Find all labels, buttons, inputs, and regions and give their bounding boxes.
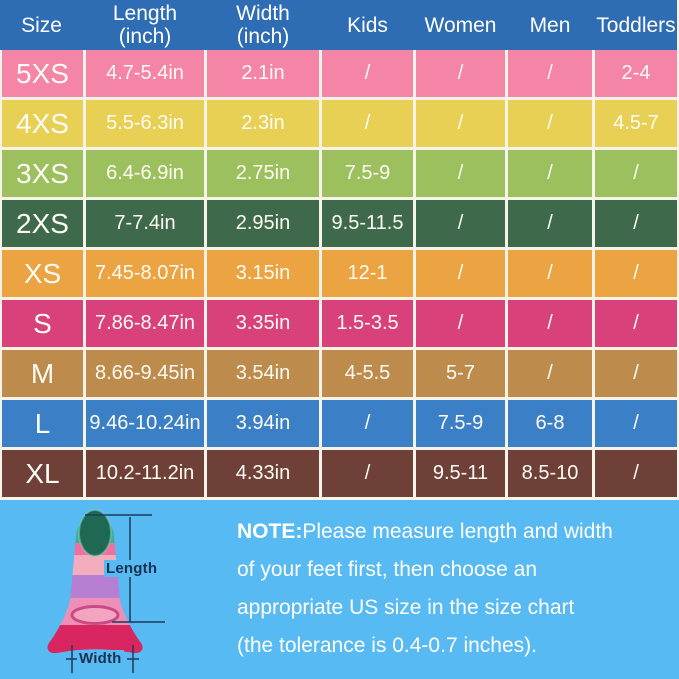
table-row: XL 10.2-11.2in 4.33in/9.5-11 8.5-10/ bbox=[0, 450, 679, 500]
table-row: S 7.86-8.47in 3.35in 1.5-3.5// / bbox=[0, 300, 679, 350]
table-row: M 8.66-9.45in 3.54in 4-5.5 5-7// bbox=[0, 350, 679, 400]
value-cell: 7.45-8.07in bbox=[86, 250, 207, 300]
column-header: Men bbox=[529, 13, 571, 37]
column-header: Toddlers bbox=[595, 0, 679, 50]
table-row: L 9.46-10.24in 3.94in/7.5-9 6-8/ bbox=[0, 400, 679, 450]
size-table-body: 5XS 4.7-5.4in 2.1in / //2-4 4XS 5.5-6.3in 2.3in… bbox=[0, 50, 679, 500]
value-cell: / bbox=[595, 400, 679, 450]
value-cell: 9.46-10.24in bbox=[86, 400, 207, 450]
size-cell: M bbox=[0, 350, 86, 400]
size-cell: 2XS bbox=[0, 200, 86, 250]
value-cell: / bbox=[508, 50, 595, 100]
value-cell: 7.5-9 bbox=[416, 400, 508, 450]
size-cell: 3XS bbox=[0, 150, 86, 200]
value-cell: 5.5-6.3in bbox=[86, 100, 207, 150]
value-cell: / bbox=[416, 100, 508, 150]
value-cell: / bbox=[508, 350, 595, 400]
value-cell: / bbox=[416, 300, 508, 350]
value-cell: 2.75in bbox=[207, 150, 322, 200]
note-line: of your feet first, then choose an bbox=[237, 558, 538, 581]
value-cell: / bbox=[416, 150, 508, 200]
table-row: 3XS 6.4-6.9in 2.75in 7.5-9// / bbox=[0, 150, 679, 200]
note-line: appropriate US size in the size chart bbox=[237, 596, 575, 619]
value-cell: 12-1 bbox=[322, 250, 416, 300]
value-cell: / bbox=[416, 200, 508, 250]
swim-fin-icon bbox=[47, 509, 143, 654]
bottom-section: Length Width NOTE:Please measure length … bbox=[0, 500, 679, 679]
value-cell: / bbox=[416, 50, 508, 100]
value-cell: / bbox=[508, 250, 595, 300]
value-cell: 4.5-7 bbox=[595, 100, 679, 150]
size-cell: L bbox=[0, 400, 86, 450]
value-cell: 8.66-9.45in bbox=[86, 350, 207, 400]
value-cell: 4.33in bbox=[207, 450, 322, 500]
value-cell: 9.5-11 bbox=[416, 450, 508, 500]
size-cell: S bbox=[0, 300, 86, 350]
value-cell: 3.94in bbox=[207, 400, 322, 450]
value-cell: 7.86-8.47in bbox=[86, 300, 207, 350]
table-row: 5XS 4.7-5.4in 2.1in / //2-4 bbox=[0, 50, 679, 100]
value-cell: 3.54in bbox=[207, 350, 322, 400]
table-row: 2XS 7-7.4in 2.95in 9.5-11.5// / bbox=[0, 200, 679, 250]
value-cell: / bbox=[508, 150, 595, 200]
value-cell: / bbox=[595, 450, 679, 500]
value-cell: / bbox=[508, 100, 595, 150]
value-cell: 6-8 bbox=[508, 400, 595, 450]
value-cell: / bbox=[595, 200, 679, 250]
note-text: NOTE:Please measure length and width of … bbox=[237, 513, 657, 665]
value-cell: 7.5-9 bbox=[322, 150, 416, 200]
column-header: Size bbox=[21, 13, 62, 37]
column-header: Kids bbox=[347, 13, 388, 37]
value-cell: 7-7.4in bbox=[86, 200, 207, 250]
value-cell: / bbox=[595, 150, 679, 200]
value-cell: / bbox=[595, 350, 679, 400]
length-label: Length bbox=[104, 560, 160, 577]
note-label: NOTE: bbox=[237, 520, 303, 543]
value-cell: 8.5-10 bbox=[508, 450, 595, 500]
size-cell: XL bbox=[0, 450, 86, 500]
value-cell: 2-4 bbox=[595, 50, 679, 100]
value-cell: 2.3in bbox=[207, 100, 322, 150]
value-cell: / bbox=[595, 300, 679, 350]
note-line: NOTE:Please measure length and width bbox=[237, 520, 613, 543]
value-cell: 4-5.5 bbox=[322, 350, 416, 400]
value-cell: 2.1in bbox=[207, 50, 322, 100]
value-cell: / bbox=[322, 400, 416, 450]
column-header: Women bbox=[424, 13, 497, 37]
value-cell: 1.5-3.5 bbox=[322, 300, 416, 350]
value-cell: / bbox=[322, 100, 416, 150]
value-cell: 9.5-11.5 bbox=[322, 200, 416, 250]
table-header-row: Size Length (inch) Width (inch) Kids Women Men T… bbox=[0, 0, 679, 50]
value-cell: 4.7-5.4in bbox=[86, 50, 207, 100]
value-cell: / bbox=[322, 450, 416, 500]
table-row: XS 7.45-8.07in 3.15in 12-1// / bbox=[0, 250, 679, 300]
value-cell: / bbox=[416, 250, 508, 300]
value-cell: / bbox=[322, 50, 416, 100]
size-cell: 4XS bbox=[0, 100, 86, 150]
value-cell: / bbox=[508, 200, 595, 250]
column-header: Width (inch) bbox=[236, 2, 290, 48]
value-cell: 2.95in bbox=[207, 200, 322, 250]
value-cell: 6.4-6.9in bbox=[86, 150, 207, 200]
value-cell: / bbox=[595, 250, 679, 300]
value-cell: / bbox=[508, 300, 595, 350]
value-cell: 3.35in bbox=[207, 300, 322, 350]
column-header: Length (inch) bbox=[112, 2, 178, 48]
size-cell: 5XS bbox=[0, 50, 86, 100]
value-cell: 10.2-11.2in bbox=[86, 450, 207, 500]
value-cell: 3.15in bbox=[207, 250, 322, 300]
value-cell: 5-7 bbox=[416, 350, 508, 400]
note-line: (the tolerance is 0.4-0.7 inches). bbox=[237, 634, 537, 657]
width-label: Width bbox=[77, 650, 124, 667]
table-row: 4XS 5.5-6.3in 2.3in / //4.5-7 bbox=[0, 100, 679, 150]
size-cell: XS bbox=[0, 250, 86, 300]
